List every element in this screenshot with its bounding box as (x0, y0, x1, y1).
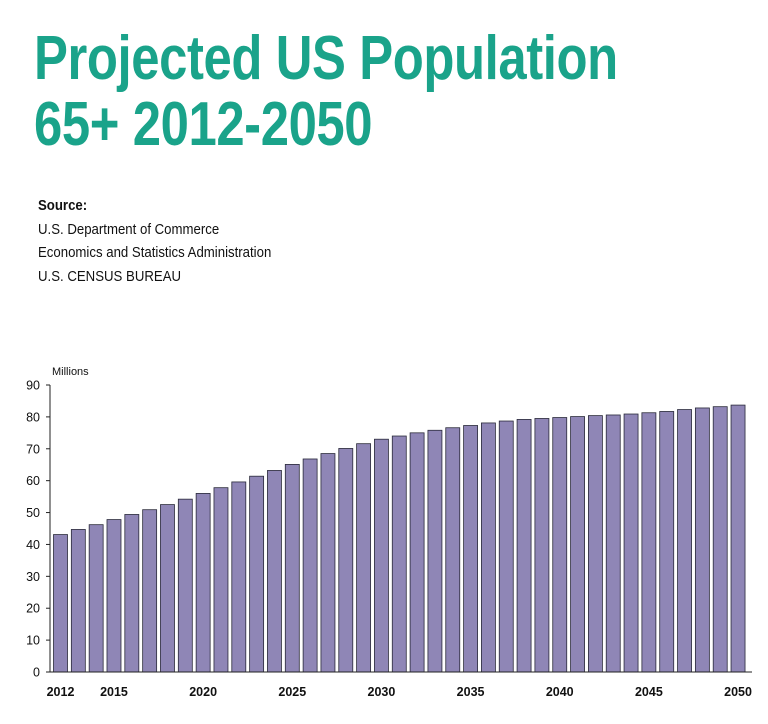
x-tick-label: 2035 (457, 685, 485, 699)
bar-2018 (160, 504, 175, 673)
x-tick-label: 2025 (278, 685, 306, 699)
x-tick-label: 2045 (635, 685, 663, 699)
bar-2016 (124, 514, 140, 673)
bar-2021 (213, 487, 229, 673)
bar-2046 (659, 411, 675, 673)
y-tick-label: 80 (26, 410, 40, 424)
y-tick-label: 70 (26, 442, 40, 456)
bar-2014 (88, 524, 104, 673)
source-block: Source: U.S. Department of Commerce Econ… (38, 194, 271, 288)
bar-2026 (302, 458, 318, 673)
bar-2045 (641, 412, 657, 673)
bar-2033 (427, 429, 443, 673)
bar-2032 (409, 432, 425, 673)
bar-2038 (516, 419, 532, 673)
bar-2042 (588, 415, 603, 673)
bar-2015 (106, 519, 122, 673)
bar-2035 (463, 425, 478, 673)
y-tick-label: 30 (26, 570, 40, 584)
source-label: Source: (38, 197, 88, 214)
bar-2034 (445, 427, 461, 673)
bar-2037 (498, 420, 514, 673)
bars-group (53, 404, 746, 673)
bar-2020 (195, 493, 211, 673)
y-tick-label: 60 (26, 474, 40, 488)
bar-2023 (249, 475, 265, 673)
bar-2022 (231, 481, 247, 673)
bar-2024 (267, 470, 282, 673)
bar-2029 (356, 443, 372, 673)
bar-2050 (730, 404, 746, 673)
x-tick-label: 2050 (724, 685, 752, 699)
y-tick-label: 40 (26, 538, 40, 552)
x-tick-label: 2012 (47, 685, 75, 699)
source-line: Economics and Statistics Administration (38, 244, 272, 261)
page-title: Projected US Population 65+ 2012-2050 (34, 26, 618, 158)
y-axis-label: Millions (52, 366, 89, 378)
bar-2028 (338, 448, 354, 673)
y-tick-label: 10 (26, 634, 40, 648)
bar-2039 (534, 418, 550, 673)
bar-2017 (142, 509, 158, 673)
bar-2040 (552, 417, 568, 673)
bar-2019 (177, 498, 193, 673)
bar-2044 (623, 413, 639, 673)
y-tick-label: 50 (26, 506, 40, 520)
bar-2049 (712, 406, 728, 673)
x-tick-label: 2015 (100, 685, 128, 699)
title-line-2: 65+ 2012-2050 (34, 90, 373, 159)
y-axis: 0 10 20 30 40 50 60 70 80 90 (26, 379, 51, 680)
bar-2013 (70, 529, 86, 673)
bar-2043 (605, 414, 621, 673)
bar-2027 (320, 453, 336, 673)
bar-2036 (481, 422, 496, 673)
bar-2047 (677, 409, 692, 673)
y-tick-label: 20 (26, 602, 40, 616)
bar-2048 (694, 407, 710, 673)
source-line: U.S. CENSUS BUREAU (38, 267, 182, 285)
title-line-1: Projected US Population (34, 24, 618, 93)
x-tick-label: 2020 (189, 685, 217, 699)
x-axis: 2012 2015 2020 2025 2030 2035 2040 2045 2050 (47, 671, 752, 699)
bar-2025 (284, 464, 300, 673)
x-tick-label: 2030 (368, 685, 396, 699)
x-tick-label: 2040 (546, 685, 574, 699)
bar-2030 (374, 438, 389, 673)
source-line: U.S. Department of Commerce (38, 220, 220, 238)
y-tick-label: 0 (33, 666, 40, 680)
y-tick-label: 90 (26, 379, 40, 393)
bar-2012 (53, 534, 68, 673)
bar-2031 (391, 435, 407, 673)
bar-2041 (570, 416, 585, 673)
